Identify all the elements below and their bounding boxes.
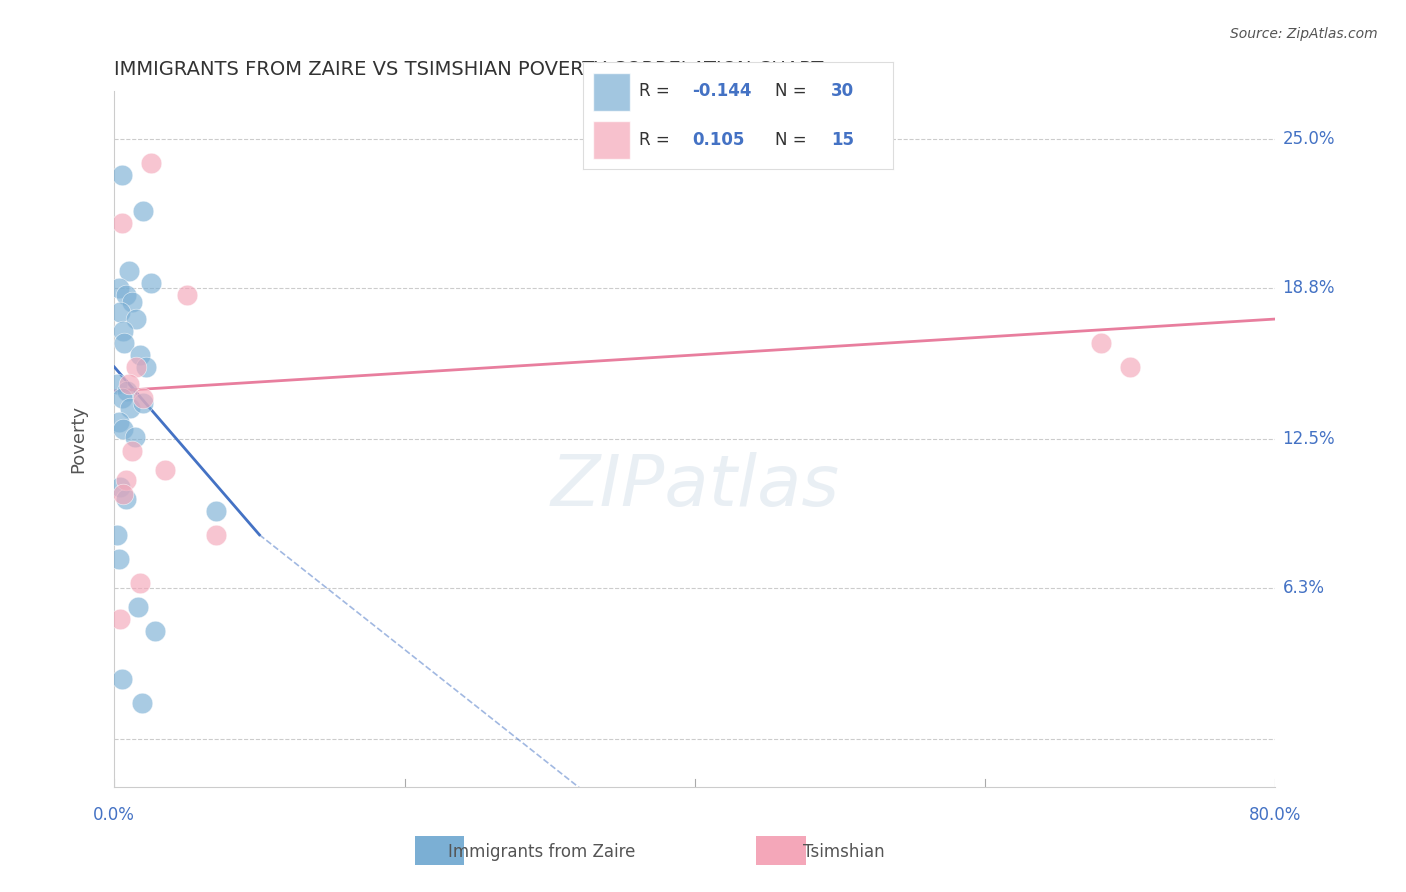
Point	[120, 401, 142, 415]
Point	[139, 276, 162, 290]
Point	[176, 288, 198, 302]
Point	[108, 480, 131, 494]
Text: 15: 15	[831, 130, 853, 148]
Point	[125, 359, 148, 374]
Point	[143, 624, 166, 638]
Text: -0.144: -0.144	[692, 82, 751, 100]
Point	[115, 491, 138, 506]
Point	[114, 336, 136, 351]
Point	[121, 295, 143, 310]
Point	[105, 528, 128, 542]
Point	[132, 396, 155, 410]
Point	[121, 443, 143, 458]
Point	[118, 376, 141, 391]
Point	[124, 429, 146, 443]
Point	[111, 422, 134, 436]
Text: R =: R =	[640, 130, 675, 148]
Point	[105, 376, 128, 391]
Text: 12.5%: 12.5%	[1282, 430, 1336, 448]
Point	[107, 551, 129, 566]
Point	[111, 324, 134, 338]
Point	[129, 348, 152, 362]
Point	[108, 612, 131, 626]
Text: 30: 30	[831, 82, 853, 100]
Text: Immigrants from Zaire: Immigrants from Zaire	[447, 843, 636, 861]
Point	[129, 575, 152, 590]
Point	[135, 359, 157, 374]
Point	[1090, 336, 1112, 351]
Point	[110, 168, 132, 182]
Text: 25.0%: 25.0%	[1282, 130, 1336, 148]
Point	[107, 415, 129, 429]
Point	[132, 204, 155, 219]
Text: Tsimshian: Tsimshian	[803, 843, 884, 861]
Point	[139, 156, 162, 170]
Point	[108, 305, 131, 319]
Bar	[593, 121, 630, 159]
Point	[131, 696, 153, 710]
Text: 18.8%: 18.8%	[1282, 279, 1336, 297]
Point	[117, 384, 139, 398]
Point	[110, 216, 132, 230]
Text: N =: N =	[775, 82, 813, 100]
Text: R =: R =	[640, 82, 675, 100]
Point	[111, 487, 134, 501]
Bar	[593, 73, 630, 111]
Point	[132, 391, 155, 405]
Point	[110, 391, 132, 405]
Point	[118, 264, 141, 278]
Point	[107, 281, 129, 295]
Text: 6.3%: 6.3%	[1282, 579, 1324, 597]
Point	[153, 463, 176, 477]
Point	[127, 599, 149, 614]
Text: N =: N =	[775, 130, 813, 148]
Text: IMMIGRANTS FROM ZAIRE VS TSIMSHIAN POVERTY CORRELATION CHART: IMMIGRANTS FROM ZAIRE VS TSIMSHIAN POVER…	[114, 60, 824, 78]
Point	[115, 288, 138, 302]
Point	[110, 672, 132, 686]
Text: ZIPatlas: ZIPatlas	[550, 452, 839, 521]
Text: Source: ZipAtlas.com: Source: ZipAtlas.com	[1230, 27, 1378, 41]
Point	[205, 528, 228, 542]
Point	[1119, 359, 1142, 374]
Point	[205, 504, 228, 518]
Text: 0.0%: 0.0%	[93, 805, 135, 823]
Text: 0.105: 0.105	[692, 130, 744, 148]
Text: 80.0%: 80.0%	[1249, 805, 1302, 823]
Point	[125, 312, 148, 326]
Text: Poverty: Poverty	[69, 405, 87, 473]
Point	[115, 473, 138, 487]
